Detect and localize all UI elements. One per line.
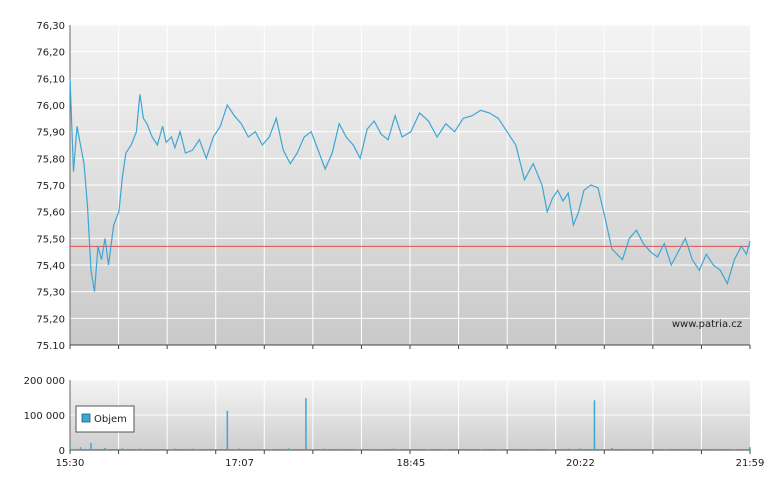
price-y-tick-label: 75,20: [36, 314, 65, 325]
price-y-tick-label: 75,60: [36, 208, 65, 219]
volume-bar: [532, 449, 534, 450]
volume-bar: [79, 447, 82, 450]
legend-label: Objem: [94, 414, 127, 425]
volume-bar: [209, 448, 211, 450]
price-chart: 75.10 75,20 75,30 75,40 75,50 75,60 75,70 75,80…: [36, 21, 751, 352]
volume-bar: [593, 400, 596, 450]
volume-bar: [90, 443, 92, 450]
volume-y-tick-label: 200 000: [24, 376, 65, 387]
volume-bar: [579, 448, 582, 451]
volume-bar: [340, 448, 342, 450]
volume-y-tick-label: 100 000: [24, 411, 65, 422]
volume-bar: [174, 448, 176, 450]
volume-bar: [410, 448, 412, 450]
volume-bar: [515, 448, 517, 450]
volume-bar: [497, 449, 499, 450]
volume-bar: [646, 448, 648, 450]
x-tick-label: 20:22: [566, 458, 595, 469]
volume-bar: [156, 448, 159, 450]
volume-bar: [305, 398, 307, 450]
volume-bar: [69, 445, 71, 450]
volume-bar: [104, 447, 106, 450]
volume-bar: [550, 449, 552, 450]
price-y-tick-label: 75,50: [36, 234, 65, 245]
volume-legend: Objem: [75, 405, 135, 433]
price-y-tick-label: 75.10: [36, 341, 65, 352]
price-y-tick-label: 76,10: [36, 74, 65, 85]
volume-bar: [392, 448, 395, 450]
price-y-tick-label: 75,90: [36, 128, 65, 139]
volume-bar: [357, 449, 360, 450]
volume-bar: [139, 448, 141, 450]
x-tick-label: 17:07: [225, 458, 254, 469]
price-y-tick-label: 76,00: [36, 101, 65, 112]
volume-bar: [480, 449, 482, 450]
volume-bar: [611, 447, 613, 450]
x-tick-label: 18:45: [396, 458, 425, 469]
x-tick-label: 15:30: [56, 458, 85, 469]
volume-bar: [749, 447, 751, 450]
volume-y-tick-label: 0: [59, 446, 65, 457]
x-tick-label: 21:59: [736, 458, 765, 469]
volume-bar: [427, 449, 430, 450]
volume-bar: [628, 448, 631, 450]
volume-bar: [226, 410, 229, 450]
volume-bar: [322, 448, 325, 450]
volume-bar: [121, 448, 124, 451]
price-y-tick-label: 75,40: [36, 261, 65, 272]
volume-bar: [462, 448, 465, 450]
price-y-tick-label: 75,30: [36, 288, 65, 299]
watermark-text: www.patria.cz: [672, 319, 742, 330]
price-y-tick-label: 75,70: [36, 181, 65, 192]
volume-bar: [252, 448, 255, 450]
volume-bar: [238, 448, 241, 450]
volume-bar: [270, 449, 272, 450]
price-y-tick-label: 75,80: [36, 154, 65, 165]
volume-chart: 0 100 000 200 000 Objem 15:30 17:07 18:45 20:22…: [24, 376, 765, 469]
legend-swatch: [81, 413, 91, 423]
volume-bar: [663, 449, 666, 450]
volume-bar: [375, 449, 377, 450]
price-series-line: [69, 78, 751, 292]
volume-bar: [716, 448, 718, 450]
volume-bar: [287, 448, 290, 451]
volume-bar: [445, 449, 447, 450]
volume-bar: [733, 449, 735, 450]
volume-bar: [191, 448, 194, 450]
price-y-tick-label: 76,30: [36, 21, 65, 32]
volume-bar: [698, 449, 701, 450]
price-y-tick-label: 76,20: [36, 48, 65, 59]
volume-bar: [681, 448, 683, 450]
volume-bar: [567, 448, 569, 450]
